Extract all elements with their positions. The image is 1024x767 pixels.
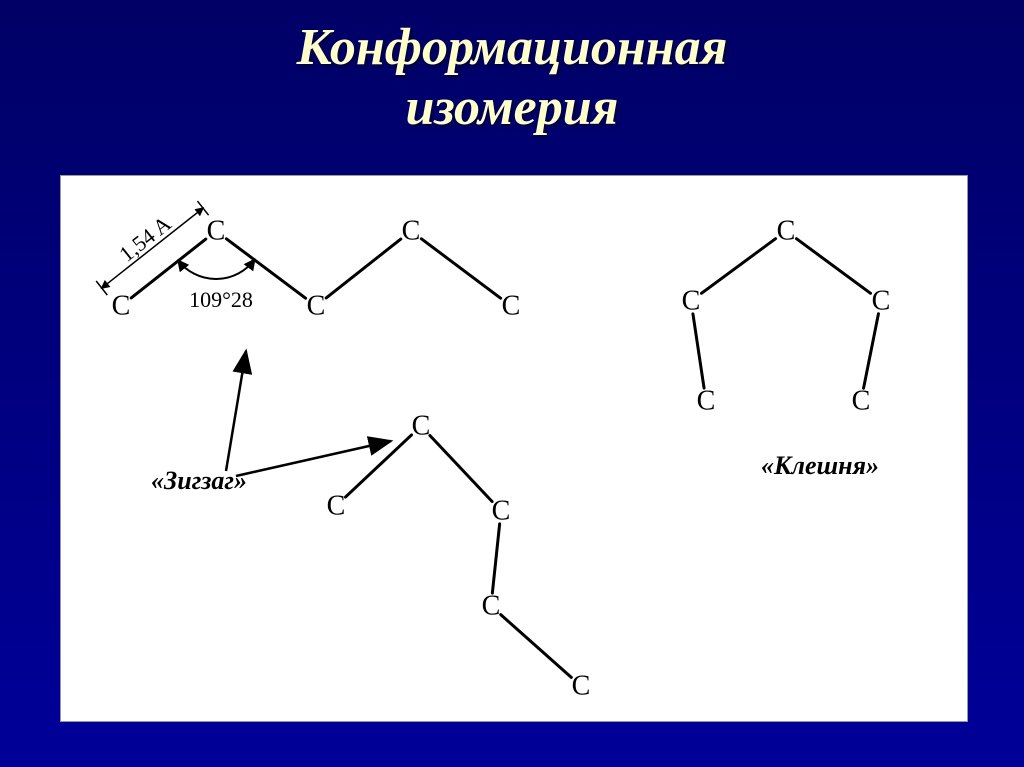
svg-text:C: C [112, 291, 131, 322]
diagram-svg: C C C C C C C C C C C C C C C 1,54 A 109°28 [61, 176, 967, 721]
svg-text:C: C [307, 291, 326, 322]
svg-text:C: C [572, 671, 591, 702]
svg-text:C: C [207, 216, 226, 247]
svg-text:C: C [777, 216, 796, 247]
claw-structure: C C C C C [682, 216, 891, 417]
svg-text:C: C [412, 411, 431, 442]
title-line-2: изомерия [406, 79, 619, 136]
pointer-arrows [226, 351, 391, 476]
diagram-panel: CCCCC CCCCC CCCCC 1,54 A109°28 «Зигзаг» … [60, 175, 968, 722]
svg-text:C: C [402, 216, 421, 247]
zigzag-bottom-structure: C C C C C [327, 411, 591, 702]
svg-text:C: C [697, 386, 716, 417]
svg-text:C: C [872, 286, 891, 317]
svg-text:109°28: 109°28 [189, 287, 253, 312]
slide-title: Конформационная изомерия [0, 0, 1024, 138]
svg-text:1,54 A: 1,54 A [114, 211, 176, 267]
svg-text:C: C [327, 491, 346, 522]
slide: Конформационная изомерия [0, 0, 1024, 767]
svg-text:C: C [492, 496, 511, 527]
svg-text:C: C [482, 591, 501, 622]
title-line-1: Конформационная [297, 19, 728, 76]
claw-label: «Клешня» [761, 451, 879, 481]
svg-text:C: C [682, 286, 701, 317]
zigzag-label: «Зигзаг» [151, 466, 247, 496]
svg-text:C: C [852, 386, 871, 417]
svg-text:C: C [502, 291, 521, 322]
